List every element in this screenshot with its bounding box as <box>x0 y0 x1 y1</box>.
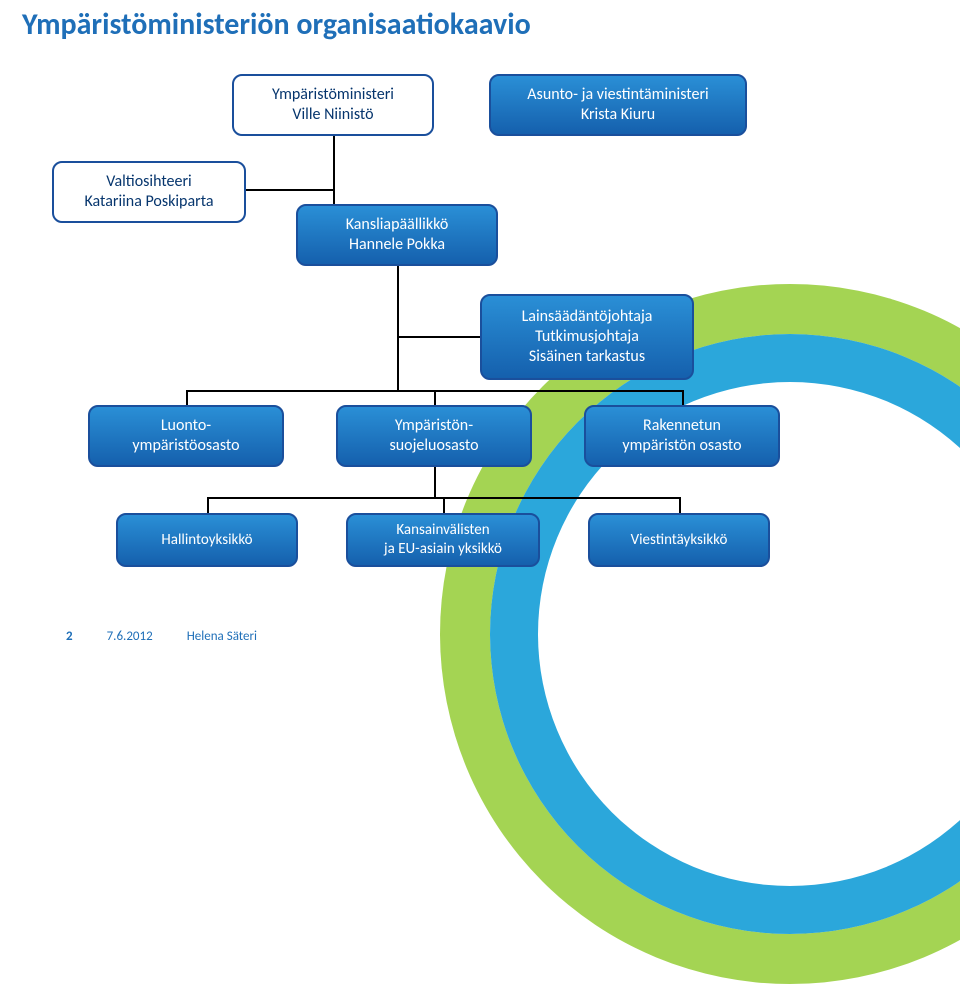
org-box-viest-line1: Viestintäyksikkö <box>631 531 728 550</box>
org-box-luonto: Luonto-ympäristöosasto <box>88 405 284 467</box>
org-box-kv-line2: ja EU-asiain yksikkö <box>384 540 502 559</box>
org-box-valtio-line1: Valtiosihteeri <box>106 172 191 192</box>
footer-date: 7.6.2012 <box>107 629 153 644</box>
org-box-kanslia: KansliapäällikköHannele Pokka <box>296 204 498 266</box>
org-box-asunto-line2: Krista Kiuru <box>581 105 655 125</box>
connector <box>434 390 436 405</box>
org-box-valtio: ValtiosihteeriKatariina Poskiparta <box>52 161 246 223</box>
org-box-asunto: Asunto- ja viestintäministeriKrista Kiur… <box>489 74 747 136</box>
connector <box>397 336 482 338</box>
org-box-luonto-line2: ympäristöosasto <box>132 436 239 456</box>
org-box-kanslia-line2: Hannele Pokka <box>349 235 445 255</box>
page-title: Ympäristöministeriön organisaatiokaavio <box>22 6 531 43</box>
org-box-rak: Rakennetunympäristön osasto <box>584 405 780 467</box>
org-box-luonto-line1: Luonto- <box>161 416 211 436</box>
connector <box>333 136 335 204</box>
org-box-ymp-line2: suojeluosasto <box>389 436 478 456</box>
org-box-rak-line2: ympäristön osasto <box>622 436 741 456</box>
org-box-lain: LainsäädäntöjohtajaTutkimusjohtajaSisäin… <box>480 294 694 380</box>
connector <box>443 497 445 513</box>
org-box-kv-line1: Kansainvälisten <box>396 521 489 540</box>
org-box-hallinto: Hallintoyksikkö <box>116 513 298 567</box>
org-box-hallinto-line1: Hallintoyksikkö <box>161 531 252 550</box>
org-box-ymp: Ympäristön-suojeluosasto <box>336 405 532 467</box>
org-box-minister-line1: Ympäristöministeri <box>272 85 394 105</box>
org-box-asunto-line1: Asunto- ja viestintäministeri <box>527 85 708 105</box>
footer: 2 7.6.2012 Helena Säteri <box>66 629 257 644</box>
org-box-lain-line3: Sisäinen tarkastus <box>529 347 645 367</box>
connector <box>682 390 684 405</box>
org-box-valtio-line2: Katariina Poskiparta <box>84 192 213 212</box>
footer-page: 2 <box>66 629 73 644</box>
connector <box>679 497 681 513</box>
footer-author: Helena Säteri <box>187 629 257 644</box>
connector <box>397 266 399 390</box>
connector <box>434 467 436 497</box>
background-swoosh <box>440 284 960 984</box>
org-box-lain-line2: Tutkimusjohtaja <box>535 327 639 347</box>
org-box-viest: Viestintäyksikkö <box>588 513 770 567</box>
org-box-kv: Kansainvälistenja EU-asiain yksikkö <box>346 513 540 567</box>
org-box-ymp-line1: Ympäristön- <box>395 416 473 436</box>
connector <box>207 497 209 513</box>
org-box-rak-line1: Rakennetun <box>643 416 721 436</box>
org-box-lain-line1: Lainsäädäntöjohtaja <box>522 307 653 327</box>
org-box-kanslia-line1: Kansliapäällikkö <box>346 215 449 235</box>
org-box-minister: YmpäristöministeriVille Niinistö <box>232 74 434 136</box>
org-box-minister-line2: Ville Niinistö <box>292 105 373 125</box>
connector <box>186 390 188 405</box>
